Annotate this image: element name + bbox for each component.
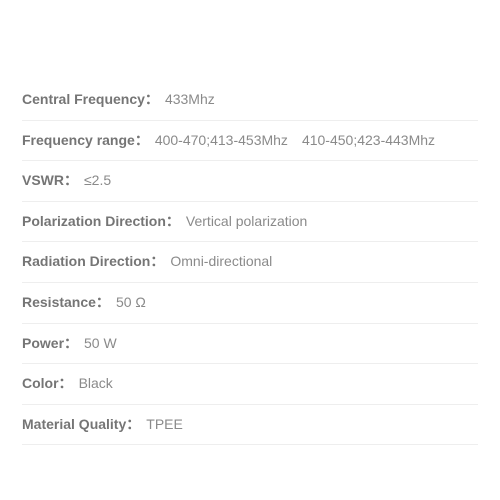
spec-value: Omni-directional	[170, 252, 272, 272]
spec-value: 50 W	[84, 334, 117, 354]
spec-value: TPEE	[146, 415, 183, 435]
spec-value-secondary: 410-450;423-443Mhz	[302, 131, 435, 151]
spec-value: 400-470;413-453Mhz	[155, 131, 288, 151]
spec-table: Central Frequency： 433Mhz Frequency rang…	[22, 80, 478, 445]
spec-label: Color：	[22, 374, 73, 394]
spec-label: Frequency range：	[22, 131, 149, 151]
spec-value: Black	[79, 374, 113, 394]
spec-label: Resistance：	[22, 293, 110, 313]
spec-label: Polarization Direction：	[22, 212, 180, 232]
spec-row: Radiation Direction： Omni-directional	[22, 242, 478, 283]
spec-row: Frequency range： 400-470;413-453Mhz 410-…	[22, 121, 478, 162]
spec-value: 50 Ω	[116, 293, 146, 313]
spec-row: Power： 50 W	[22, 324, 478, 365]
spec-label: VSWR：	[22, 171, 78, 191]
spec-label: Radiation Direction：	[22, 252, 164, 272]
spec-label: Power：	[22, 334, 78, 354]
spec-row: Polarization Direction： Vertical polariz…	[22, 202, 478, 243]
spec-value: ≤2.5	[84, 171, 111, 191]
spec-row: Central Frequency： 433Mhz	[22, 80, 478, 121]
spec-value: Vertical polarization	[186, 212, 307, 232]
spec-value: 433Mhz	[165, 90, 215, 110]
spec-row: Material Quality： TPEE	[22, 405, 478, 446]
spec-row: Resistance： 50 Ω	[22, 283, 478, 324]
spec-label: Material Quality：	[22, 415, 140, 435]
spec-label: Central Frequency：	[22, 90, 159, 110]
spec-row: Color： Black	[22, 364, 478, 405]
spec-row: VSWR： ≤2.5	[22, 161, 478, 202]
